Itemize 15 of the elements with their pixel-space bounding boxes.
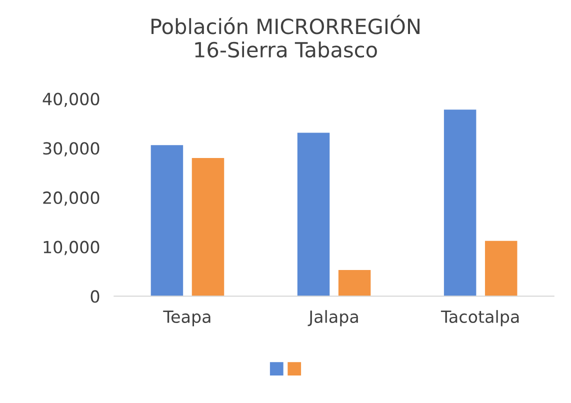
y-tick-label: 20,000	[43, 191, 100, 206]
x-tick-label: Tacotalpa	[440, 310, 519, 326]
bar	[192, 158, 224, 296]
x-tick-label: Jalapa	[308, 310, 358, 326]
bar	[297, 132, 330, 296]
y-tick-label: 40,000	[42, 92, 100, 108]
chart-title: Población MICRORREGIÓN 16-Sierra Tabasco	[152, 14, 420, 58]
bar	[338, 270, 371, 296]
x-tick-label: Teapa	[163, 310, 210, 326]
y-tick-label: 10,000	[44, 240, 100, 256]
bar	[150, 145, 184, 296]
y-tick-label: 0	[90, 290, 100, 303]
bar	[444, 110, 476, 296]
y-tick-label: 30,000	[43, 142, 100, 156]
bar	[484, 240, 518, 296]
